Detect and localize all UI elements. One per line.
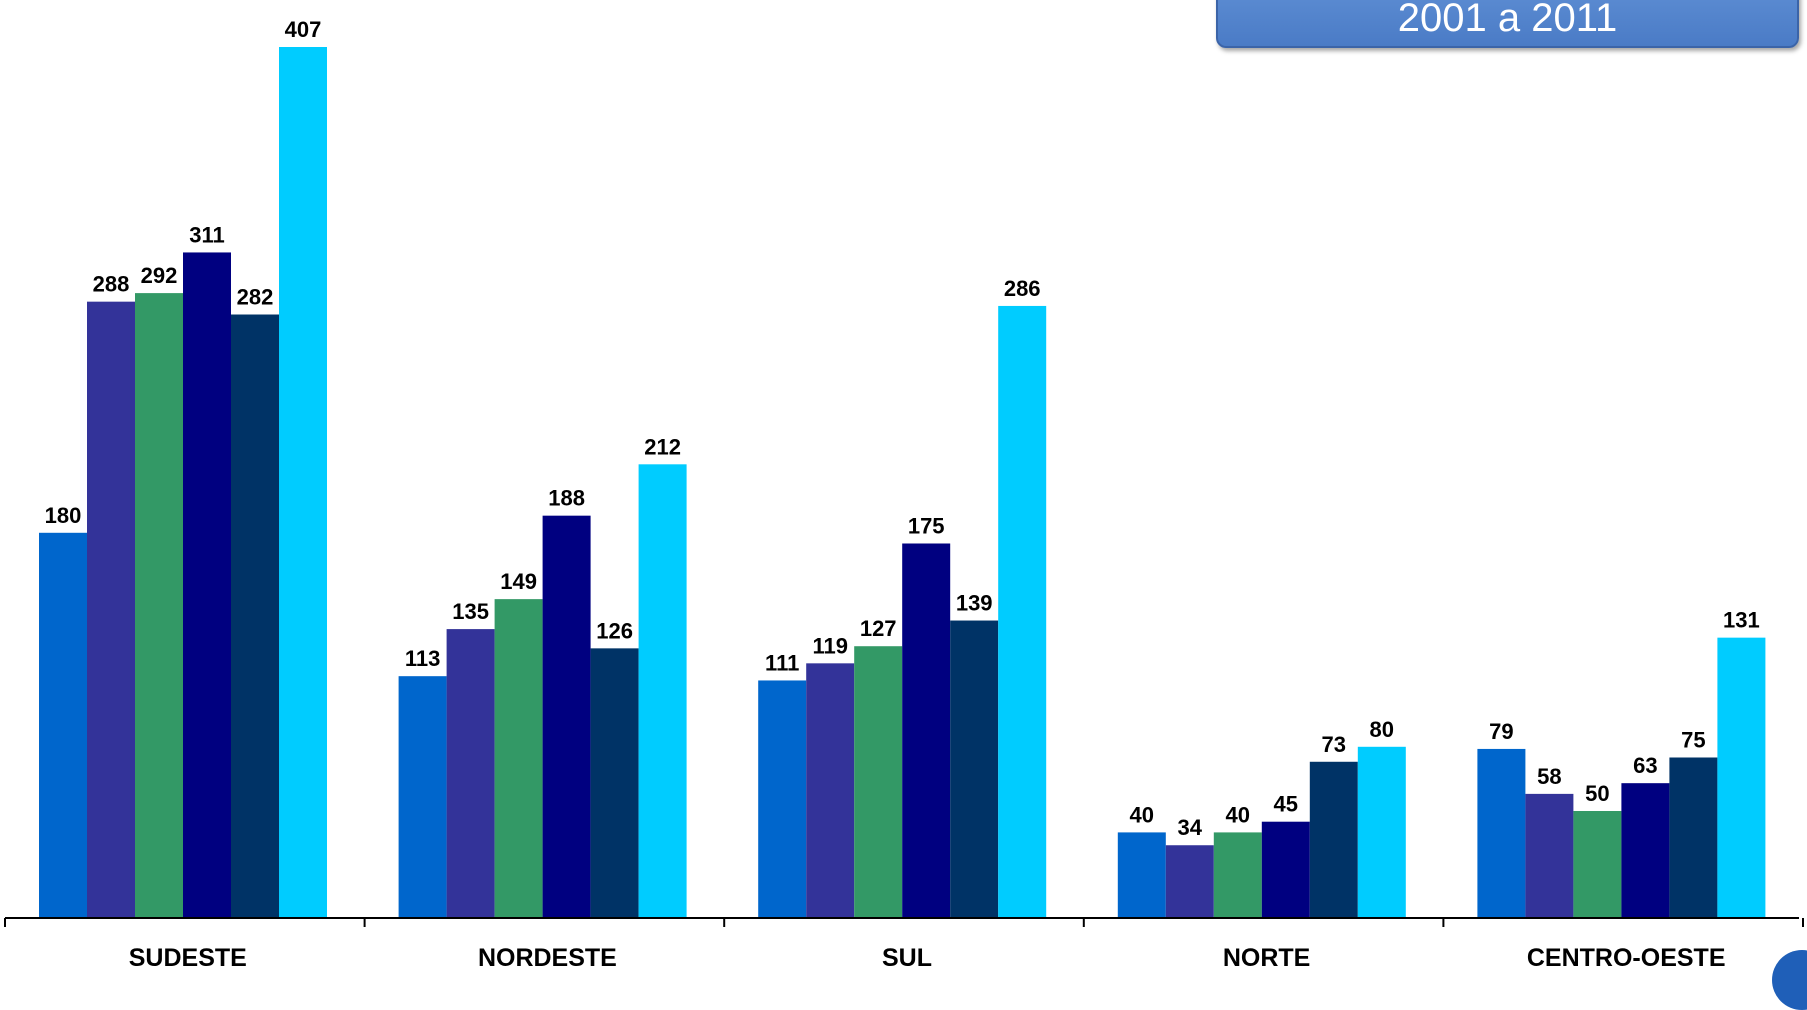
bar-sudeste-series-5 — [231, 314, 279, 919]
bar-nordeste-series-1 — [398, 676, 447, 918]
bar-centro-oeste-series-1 — [1477, 748, 1526, 918]
bar-centro-oeste-series-6 — [1717, 637, 1766, 918]
bar-sul-series-3 — [854, 646, 903, 918]
data-label: 63 — [1633, 753, 1657, 778]
category-label: NORTE — [1223, 944, 1311, 972]
chart-data-labels: 180 288 292 311 282 407 113 135 149 188 126 212 111 1… — [45, 17, 1760, 840]
data-label: 127 — [860, 616, 897, 641]
data-label: 175 — [908, 513, 945, 538]
category-label: SUDESTE — [129, 944, 247, 972]
data-label: 111 — [765, 650, 799, 675]
chart-bars — [39, 47, 1766, 919]
data-label: 119 — [812, 633, 848, 658]
bar-chart: 180 288 292 311 282 407 113 135 149 188 126 212 111 1… — [4, 17, 1804, 972]
data-label: 58 — [1537, 764, 1561, 789]
bar-sul-series-2 — [806, 663, 855, 918]
data-label: 40 — [1226, 802, 1250, 827]
bar-sul-series-5 — [950, 620, 999, 918]
bar-centro-oeste-series-5 — [1669, 757, 1718, 918]
category-label: SUL — [882, 944, 932, 972]
data-label: 73 — [1322, 732, 1346, 757]
period-badge: 2001 a 2011 — [1216, 0, 1799, 48]
bar-nordeste-series-4 — [542, 515, 591, 918]
data-label: 135 — [452, 599, 489, 624]
data-label: 80 — [1370, 717, 1394, 742]
bar-norte-series-5 — [1309, 761, 1358, 918]
bar-centro-oeste-series-3 — [1573, 810, 1622, 918]
bar-norte-series-4 — [1261, 821, 1310, 918]
category-label: CENTRO-OESTE — [1527, 944, 1726, 972]
data-label: 131 — [1723, 608, 1760, 633]
bar-sudeste-series-6 — [279, 47, 327, 918]
bar-norte-series-2 — [1165, 845, 1214, 918]
bar-nordeste-series-5 — [590, 648, 639, 918]
bar-nordeste-series-3 — [494, 599, 543, 918]
data-label: 188 — [548, 486, 585, 511]
data-label: 212 — [644, 434, 681, 459]
data-label: 79 — [1489, 719, 1513, 744]
bar-norte-series-6 — [1357, 746, 1406, 918]
data-label: 75 — [1681, 727, 1705, 752]
data-label: 139 — [956, 591, 993, 616]
data-label: 50 — [1585, 781, 1609, 806]
data-label: 113 — [405, 646, 441, 671]
bar-nordeste-series-2 — [446, 629, 495, 918]
bar-sul-series-4 — [902, 543, 951, 918]
bar-sudeste-series-3 — [135, 293, 183, 918]
bar-sudeste-series-4 — [183, 252, 231, 919]
data-label: 311 — [189, 222, 225, 247]
bar-centro-oeste-series-4 — [1621, 783, 1670, 918]
bar-sul-series-6 — [998, 305, 1047, 919]
data-label: 45 — [1274, 792, 1298, 817]
data-label: 286 — [1004, 276, 1041, 301]
data-label: 34 — [1178, 815, 1203, 840]
data-label: 126 — [596, 618, 633, 643]
x-axis — [4, 917, 1804, 927]
bar-sudeste-series-1 — [39, 532, 87, 918]
bar-norte-series-1 — [1117, 832, 1166, 918]
data-label: 149 — [500, 569, 537, 594]
x-axis-category-labels: SUDESTE NORDESTE SUL NORTE CENTRO-OESTE — [129, 944, 1726, 972]
data-label: 407 — [285, 17, 322, 42]
bar-sul-series-1 — [758, 680, 807, 918]
data-label: 40 — [1130, 802, 1154, 827]
data-label: 180 — [45, 503, 82, 528]
bar-norte-series-3 — [1213, 832, 1262, 918]
data-label: 292 — [141, 263, 178, 288]
data-label: 288 — [93, 272, 130, 297]
bar-centro-oeste-series-2 — [1525, 793, 1574, 918]
category-label: NORDESTE — [478, 944, 617, 972]
data-label: 282 — [237, 285, 274, 310]
bar-nordeste-series-6 — [638, 464, 687, 918]
bar-sudeste-series-2 — [87, 301, 135, 918]
